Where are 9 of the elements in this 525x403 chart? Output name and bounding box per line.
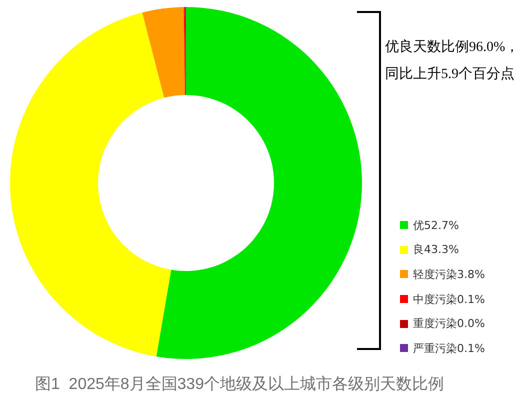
legend-label: 中度污染0.1% [413, 292, 485, 307]
text: 优良天数比例96.0%， [385, 38, 520, 57]
legend-label: 重度污染0.0% [413, 316, 485, 332]
legend-label: 轻度污染3.8% [413, 266, 485, 282]
legend-label: 严重污染0.1% [413, 340, 485, 356]
legend-label: 优52.7% [413, 218, 459, 233]
text: 同比上升5.9个百分点 [385, 66, 516, 84]
text: 图1 2025年8月全国339个地级及以上城市各级别天数比例 [35, 374, 444, 395]
legend-label: 良43.3% [413, 242, 459, 258]
